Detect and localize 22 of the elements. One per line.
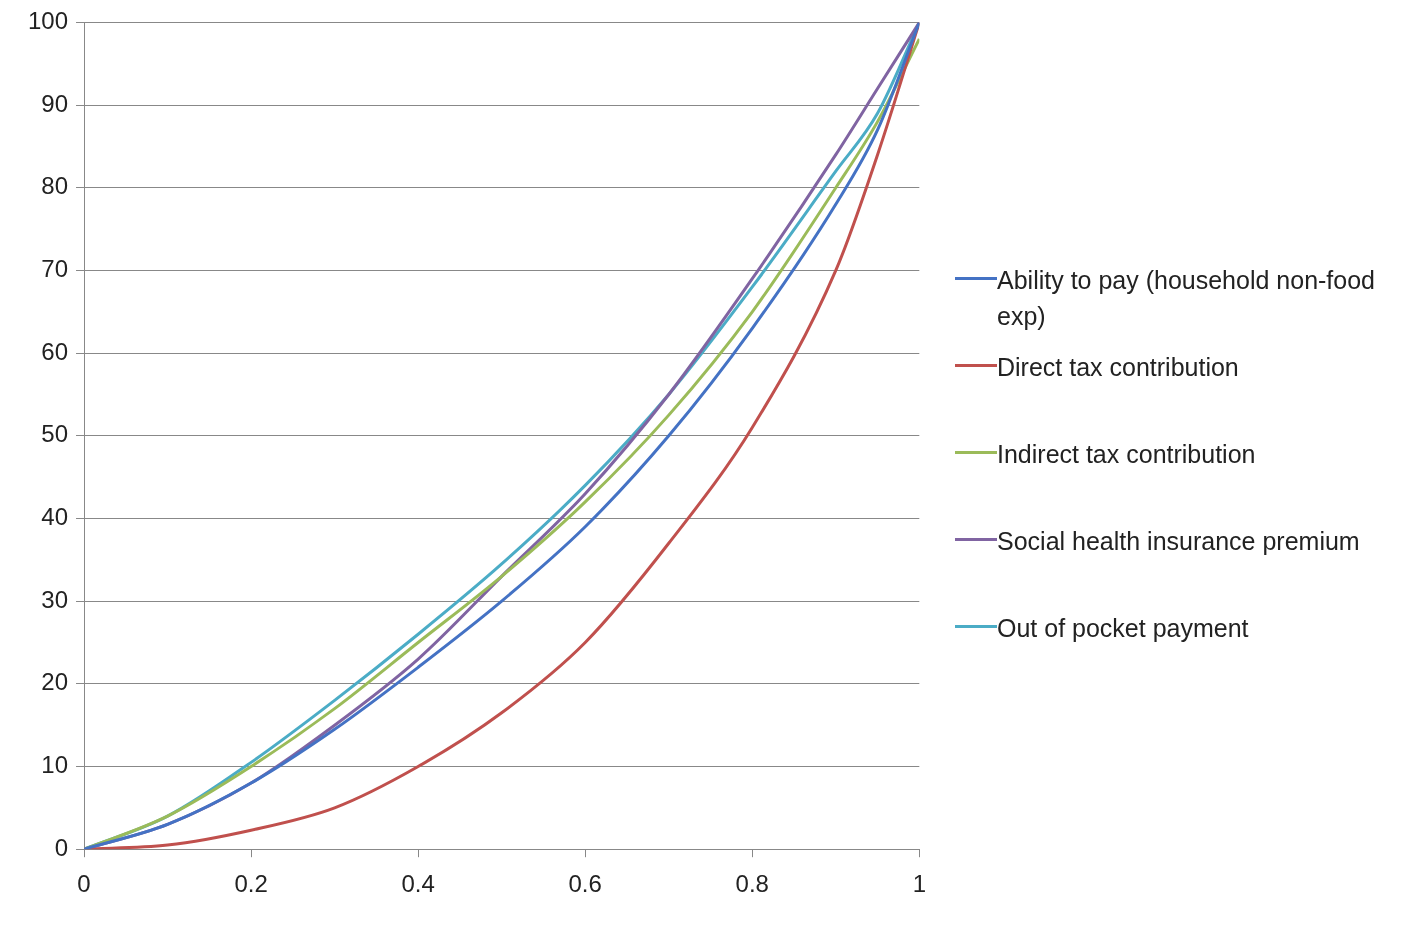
legend-label: Indirect tax contribution bbox=[997, 439, 1256, 470]
x-tick-label: 0.8 bbox=[735, 870, 769, 898]
y-tick-label: 40 bbox=[41, 503, 69, 531]
y-tick-label: 100 bbox=[28, 7, 69, 35]
y-tick-label: 70 bbox=[41, 255, 69, 283]
x-tick-label: 0.6 bbox=[568, 870, 602, 898]
y-tick-label: 10 bbox=[41, 751, 69, 779]
y-tick-label: 20 bbox=[41, 668, 69, 696]
x-tick-label: 1 bbox=[912, 870, 927, 898]
y-tick-label: 60 bbox=[41, 337, 69, 365]
y-tick-label: 0 bbox=[54, 833, 69, 861]
x-tick-label: 0.2 bbox=[234, 870, 268, 898]
legend-label: Ability to pay (household non-food exp) bbox=[997, 265, 1377, 332]
legend-label: Out of pocket payment bbox=[997, 613, 1249, 644]
legend-label: Direct tax contribution bbox=[997, 352, 1239, 383]
y-tick-label: 50 bbox=[41, 420, 69, 448]
y-tick-label: 80 bbox=[41, 172, 69, 200]
x-tick-label: 0.4 bbox=[401, 870, 435, 898]
y-tick-label: 30 bbox=[41, 585, 69, 613]
legend-label: Social health insurance premium bbox=[997, 526, 1360, 557]
x-tick-label: 0 bbox=[77, 870, 91, 898]
y-tick-label: 90 bbox=[41, 89, 69, 117]
